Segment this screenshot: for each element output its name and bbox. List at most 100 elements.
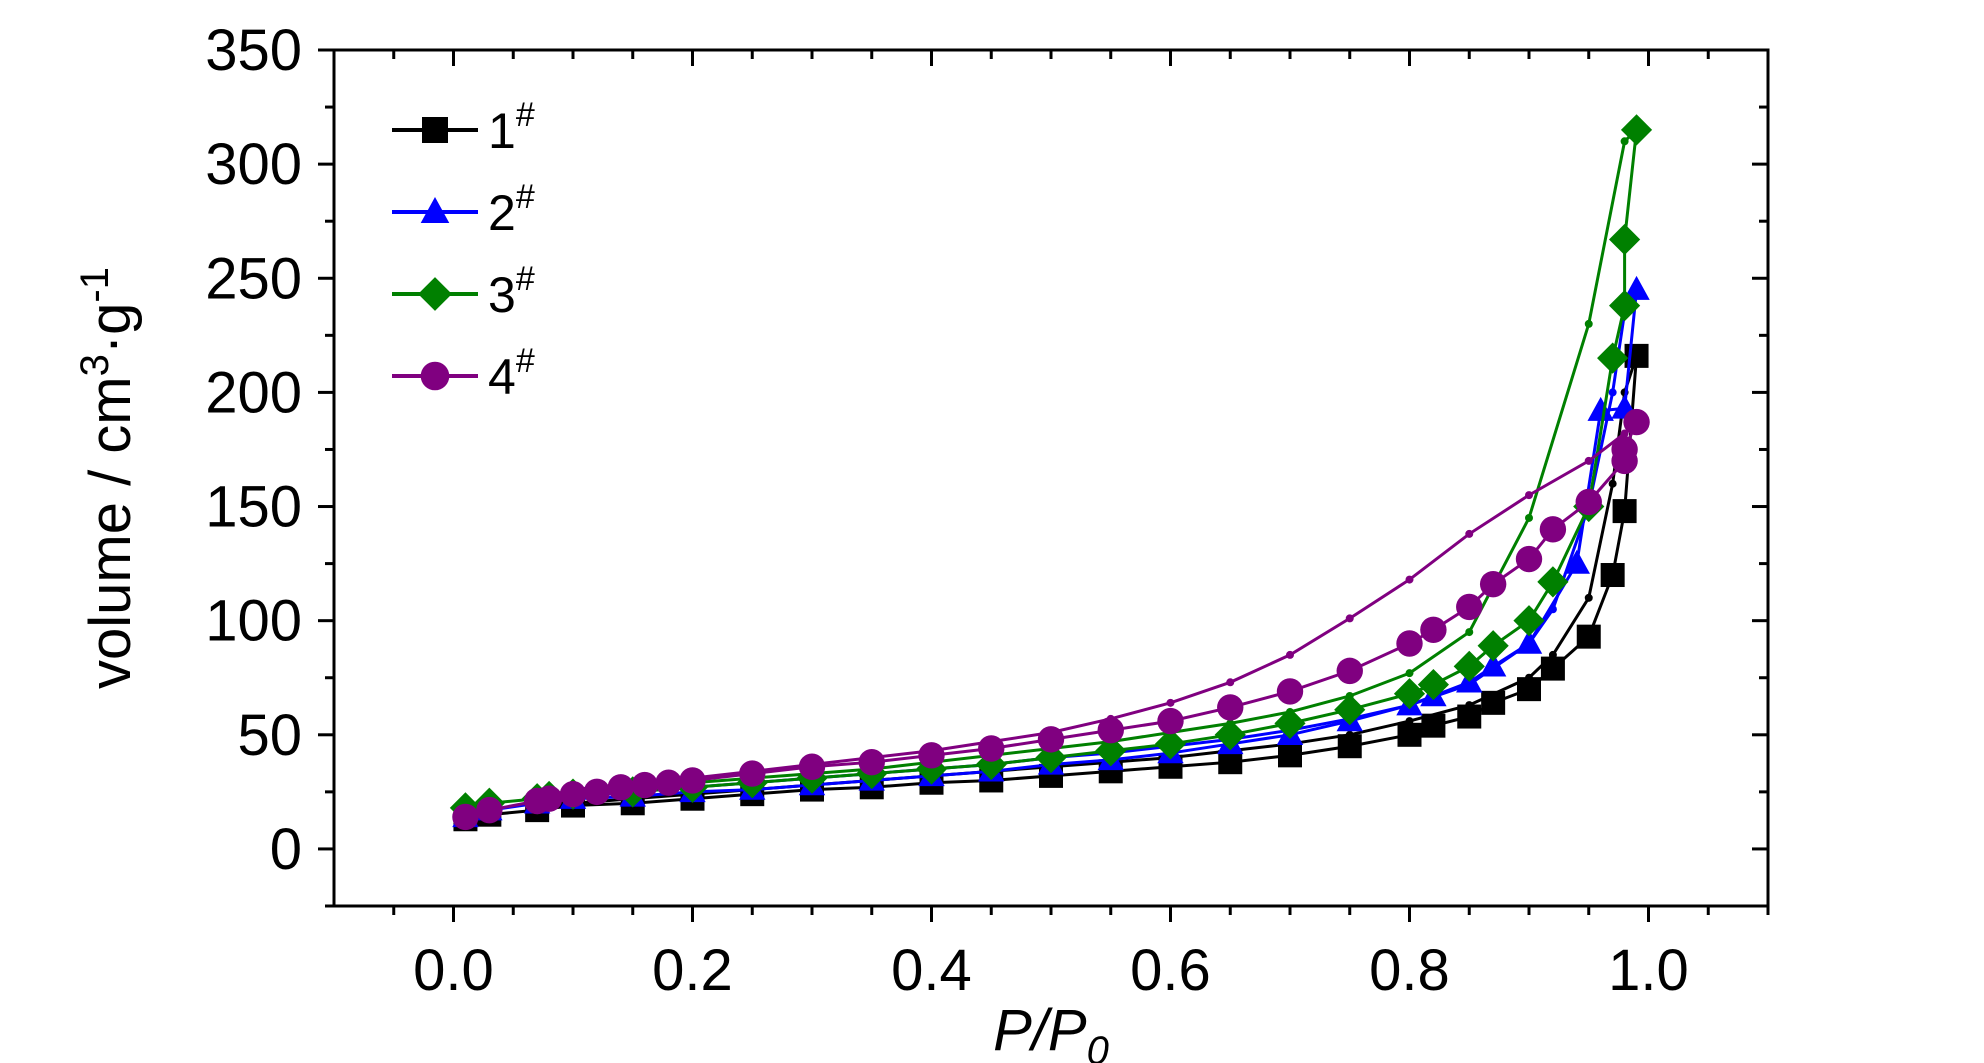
adsorption-point [559, 780, 587, 808]
y-axis-title-prefix: volume / cm [78, 376, 143, 689]
adsorption-point [1623, 408, 1650, 436]
desorption-point [1608, 479, 1617, 488]
x-tick-label: 0.8 [1369, 938, 1450, 1003]
adsorption-point [1218, 750, 1243, 775]
x-axis-title-main: P/P [993, 998, 1087, 1063]
axis-ticks [318, 48, 1770, 922]
adsorption-point [679, 767, 706, 794]
adsorption-point [1396, 630, 1423, 657]
adsorption-point [655, 769, 682, 796]
adsorption-point [1479, 652, 1507, 677]
legend-item-1: 1# [392, 96, 535, 159]
legend-label-text: 2 [488, 185, 516, 241]
legend-item-3: 3# [392, 260, 535, 323]
y-tick-label: 0 [270, 817, 302, 882]
adsorption-point [1421, 713, 1446, 738]
legend-label-sup: # [516, 178, 535, 216]
legend-label: 1# [488, 96, 535, 159]
y-axis-title-sup1: 3 [73, 354, 117, 376]
desorption-point [1584, 593, 1593, 602]
adsorption-point [1457, 704, 1482, 729]
adsorption-point [1612, 499, 1637, 524]
desorption-point [1226, 678, 1235, 687]
adsorption-point [1337, 734, 1362, 759]
legend-label-text: 4 [488, 349, 516, 405]
adsorption-point [918, 742, 945, 769]
desorption-point [1525, 491, 1533, 500]
adsorption-point [1609, 290, 1641, 322]
desorption-point [1584, 456, 1593, 465]
adsorption-point [1095, 735, 1127, 767]
desorption-point [1405, 669, 1414, 678]
series-3-desorption-line [536, 128, 1638, 798]
legend-label: 2# [488, 178, 535, 241]
x-tick-label: 0.4 [891, 938, 972, 1003]
desorption-point [1620, 429, 1629, 438]
adsorption-point [1600, 563, 1625, 588]
y-axis-title: volume / cm3·g-1 [73, 267, 143, 689]
legend-marker [418, 277, 452, 311]
tick-labels: 0.0 0.2 0.4 0.6 0.8 1.0 0 50 100 150 200 250 300 350 [205, 18, 1689, 1003]
adsorption-point [1456, 593, 1483, 621]
y-tick-label: 300 [205, 132, 302, 197]
legend-label-text: 1 [488, 103, 516, 159]
legend-marker [420, 197, 450, 224]
adsorption-point [858, 748, 885, 776]
adsorption-point [1397, 722, 1422, 747]
adsorption-point [1453, 650, 1485, 682]
legend-marker [422, 117, 448, 143]
legend-label-text: 3 [488, 267, 516, 323]
adsorption-point [583, 778, 611, 806]
y-tick-label: 150 [205, 475, 302, 540]
y-axis-title-mid: ·g [78, 303, 143, 355]
desorption-point [1620, 137, 1629, 146]
y-axis-title-sup2: -1 [73, 267, 117, 303]
adsorption-point [1035, 742, 1067, 774]
adsorption-point [1336, 657, 1363, 685]
desorption-point [1166, 698, 1175, 707]
x-tick-label: 1.0 [1608, 938, 1689, 1003]
desorption-point [1465, 529, 1474, 538]
series-1-desorption-line [536, 355, 1638, 810]
legend-label: 4# [488, 342, 535, 405]
adsorption-point [1515, 629, 1543, 654]
desorption-point [1286, 650, 1294, 659]
adsorption-point [1477, 630, 1509, 662]
adsorption-point [1609, 223, 1641, 256]
adsorption-point [1334, 694, 1366, 726]
x-tick-label: 0.2 [652, 938, 733, 1003]
desorption-point [1525, 513, 1533, 522]
adsorption-point [607, 774, 634, 801]
adsorption-point [476, 796, 503, 824]
x-tick-label: 0.0 [413, 938, 494, 1003]
adsorption-point [1276, 678, 1304, 705]
adsorption-point [1576, 624, 1601, 649]
adsorption-point [1517, 677, 1541, 702]
adsorption-point [1217, 694, 1244, 721]
adsorption-point [535, 785, 563, 812]
legend-marker [420, 361, 450, 391]
y-tick-label: 250 [205, 246, 302, 311]
y-tick-label: 200 [205, 360, 302, 425]
adsorption-point [452, 803, 479, 831]
legend-item-4: 4# [392, 342, 535, 405]
desorption-point [1465, 628, 1474, 637]
adsorption-point [739, 760, 766, 787]
legend-label-sup: # [516, 260, 535, 298]
x-tick-label: 0.6 [1130, 938, 1211, 1003]
series-4 [452, 408, 1650, 831]
legend-label-sup: # [516, 342, 535, 380]
adsorption-point [1393, 678, 1426, 710]
adsorption-point [1481, 690, 1506, 715]
adsorption-point [1274, 707, 1306, 739]
legend-label-sup: # [516, 96, 535, 134]
desorption-point [1405, 575, 1414, 584]
y-tick-label: 100 [205, 589, 302, 654]
adsorption-point [1037, 726, 1065, 753]
adsorption-point [1587, 396, 1614, 421]
adsorption-point [1513, 605, 1545, 637]
adsorption-point [1563, 549, 1590, 574]
adsorption-point [1611, 436, 1638, 463]
adsorption-point [1157, 707, 1184, 735]
